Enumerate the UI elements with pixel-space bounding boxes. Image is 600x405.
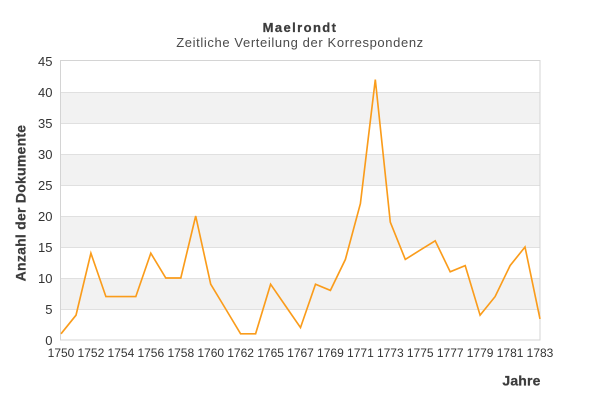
svg-text:1752: 1752 <box>78 346 105 360</box>
svg-text:5: 5 <box>45 302 52 317</box>
svg-text:1765: 1765 <box>257 346 284 360</box>
svg-text:1760: 1760 <box>197 346 224 360</box>
svg-text:0: 0 <box>45 333 52 348</box>
svg-text:15: 15 <box>38 240 52 255</box>
svg-text:1754: 1754 <box>108 346 135 360</box>
svg-text:40: 40 <box>38 85 52 100</box>
svg-text:1750: 1750 <box>48 346 75 360</box>
svg-text:1758: 1758 <box>167 346 194 360</box>
svg-text:35: 35 <box>38 116 52 131</box>
svg-text:20: 20 <box>38 209 52 224</box>
svg-text:1769: 1769 <box>317 346 344 360</box>
svg-text:1771: 1771 <box>347 346 374 360</box>
svg-text:1779: 1779 <box>467 346 494 360</box>
svg-text:1762: 1762 <box>227 346 254 360</box>
svg-text:1781: 1781 <box>497 346 524 360</box>
svg-text:10: 10 <box>38 271 52 286</box>
svg-text:30: 30 <box>38 147 52 162</box>
svg-text:1777: 1777 <box>437 346 464 360</box>
svg-text:Jahre: Jahre <box>502 373 540 389</box>
svg-text:25: 25 <box>38 178 52 193</box>
svg-text:1775: 1775 <box>407 346 434 360</box>
svg-text:Zeitliche Verteilung der Korre: Zeitliche Verteilung der Korrespondenz <box>176 35 424 50</box>
svg-text:Anzahl der Dokumente: Anzahl der Dokumente <box>13 125 29 282</box>
svg-text:1756: 1756 <box>137 346 164 360</box>
svg-text:Maelrondt: Maelrondt <box>263 20 338 35</box>
svg-text:1767: 1767 <box>287 346 314 360</box>
svg-text:1783: 1783 <box>527 346 554 360</box>
svg-text:1773: 1773 <box>377 346 404 360</box>
svg-text:45: 45 <box>38 54 52 69</box>
